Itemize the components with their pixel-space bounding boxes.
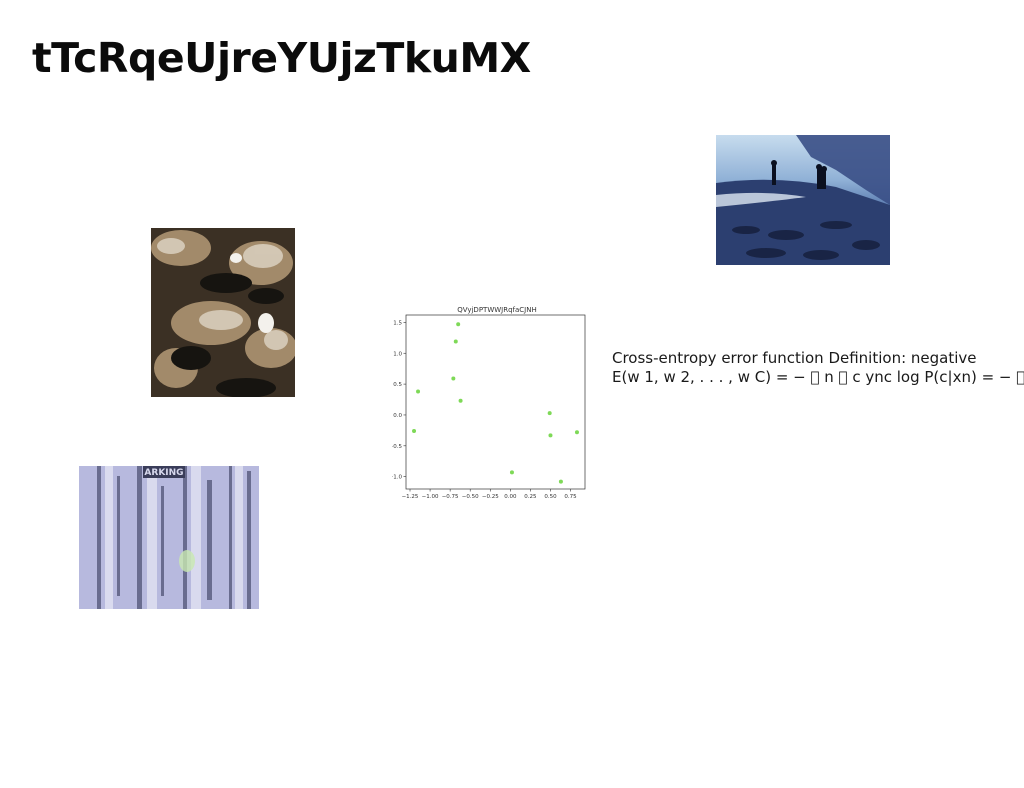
scatter-point [547, 411, 552, 416]
parking-door-photo: ARKING [79, 466, 259, 609]
slide-title: tTcRqeUjreYUjzTkuMX [32, 34, 531, 82]
x-tick-label: 0.25 [524, 494, 537, 500]
y-tick-label: −0.5 [392, 444, 402, 450]
scatter-point [458, 398, 463, 403]
x-tick-label: −0.75 [442, 494, 459, 500]
y-tick-label: 1.0 [393, 351, 402, 357]
plot-frame [405, 314, 586, 490]
x-tick-label: −0.50 [462, 494, 479, 500]
y-tick-label: 1.5 [393, 320, 402, 326]
parking-sign-text: ARKING [144, 468, 183, 478]
x-tick-label: 0.00 [504, 494, 517, 500]
scatter-point [548, 433, 553, 438]
definition-text: Cross-entropy error function Definition:… [612, 349, 1024, 386]
x-tick-label: −1.25 [402, 494, 419, 500]
scatter-point [451, 376, 456, 381]
y-tick-label: −1.0 [392, 475, 402, 481]
scatter-chart: QVyjDPTWWJRqfaCJNH −1.25 −1.00 −0.75 −0.50−… [392, 306, 586, 500]
definition-line-2: E(w 1, w 2, . . . , w C) = −   n   c ync… [612, 367, 1024, 386]
x-tick-label: −0.25 [482, 494, 499, 500]
x-tick-label: 0.75 [564, 494, 577, 500]
scatter-point [574, 430, 579, 435]
y-tick-label: 0.0 [393, 413, 402, 419]
definition-line-1: Cross-entropy error function Definition:… [612, 349, 977, 367]
scatter-point [416, 389, 421, 394]
y-tick-label: 0.5 [393, 382, 402, 388]
scatter-point [558, 479, 563, 484]
scatter-point [509, 470, 514, 475]
marble-texture-photo [151, 228, 295, 397]
scatter-point [456, 322, 461, 327]
x-tick-label: 0.50 [544, 494, 557, 500]
scatter-point [412, 429, 417, 433]
chart-title: QVyjDPTWWJRqfaCJNH [457, 306, 537, 314]
scatter-point [453, 339, 458, 344]
beach-photo [716, 135, 890, 265]
x-tick-label: −1.00 [422, 494, 439, 500]
